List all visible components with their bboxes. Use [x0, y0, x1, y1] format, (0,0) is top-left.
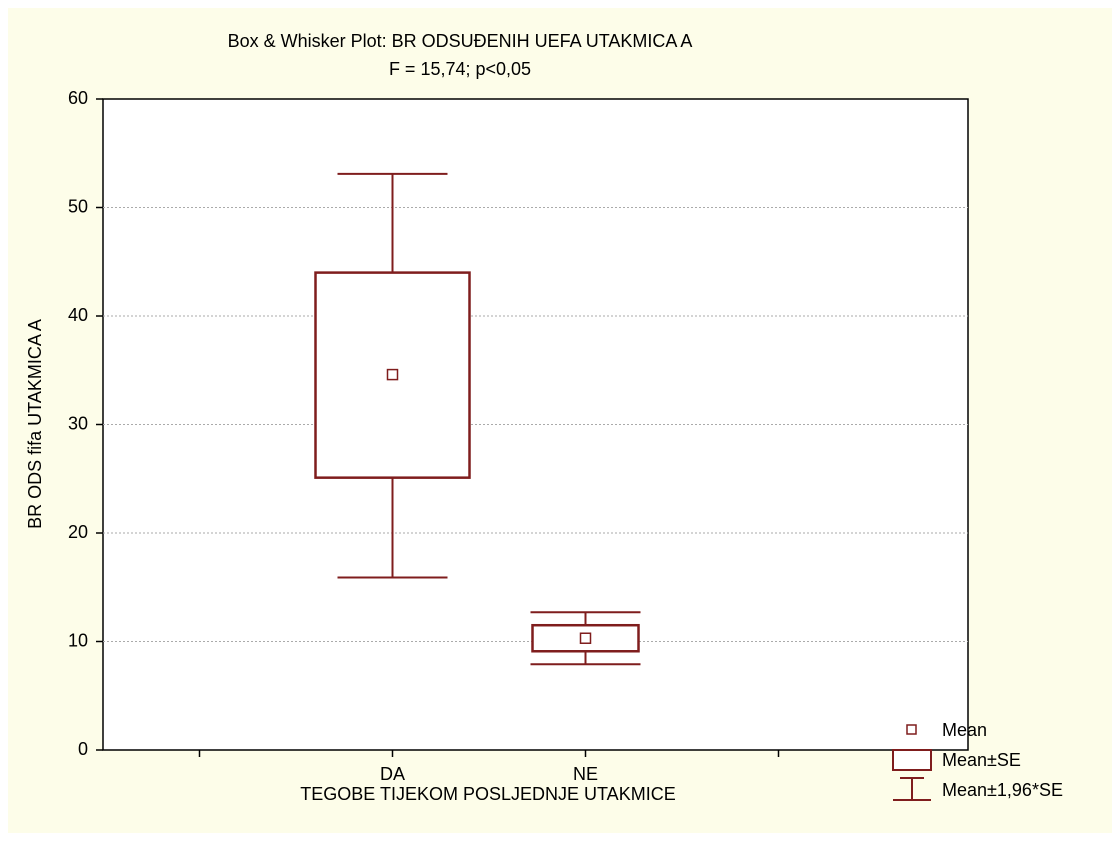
legend-mean-icon [906, 724, 917, 735]
y-tick-label: 20 [68, 522, 88, 542]
legend-label: Mean [942, 720, 987, 740]
y-axis-label: BR ODS fifa UTAKMICA A [25, 319, 45, 529]
legend-se-icon [892, 749, 932, 771]
y-tick-label: 40 [68, 305, 88, 325]
legend-label: Mean±1,96*SE [942, 780, 1063, 800]
mean-marker [579, 632, 592, 644]
legend-label: Mean±SE [942, 750, 1021, 770]
x-tick-label: NE [573, 764, 598, 784]
chart-subtitle: F = 15,74; p<0,05 [389, 59, 531, 79]
y-tick-label: 10 [68, 630, 88, 650]
x-axis-label: TEGOBE TIJEKOM POSLJEDNJE UTAKMICE [300, 784, 675, 804]
chart-title: Box & Whisker Plot: BR ODSUĐENIH UEFA UT… [228, 31, 693, 51]
y-tick-label: 60 [68, 88, 88, 108]
y-tick-label: 0 [78, 739, 88, 759]
x-tick-label: DA [380, 764, 405, 784]
y-tick-label: 30 [68, 413, 88, 433]
mean-marker [386, 368, 399, 381]
y-tick-label: 50 [68, 196, 88, 216]
